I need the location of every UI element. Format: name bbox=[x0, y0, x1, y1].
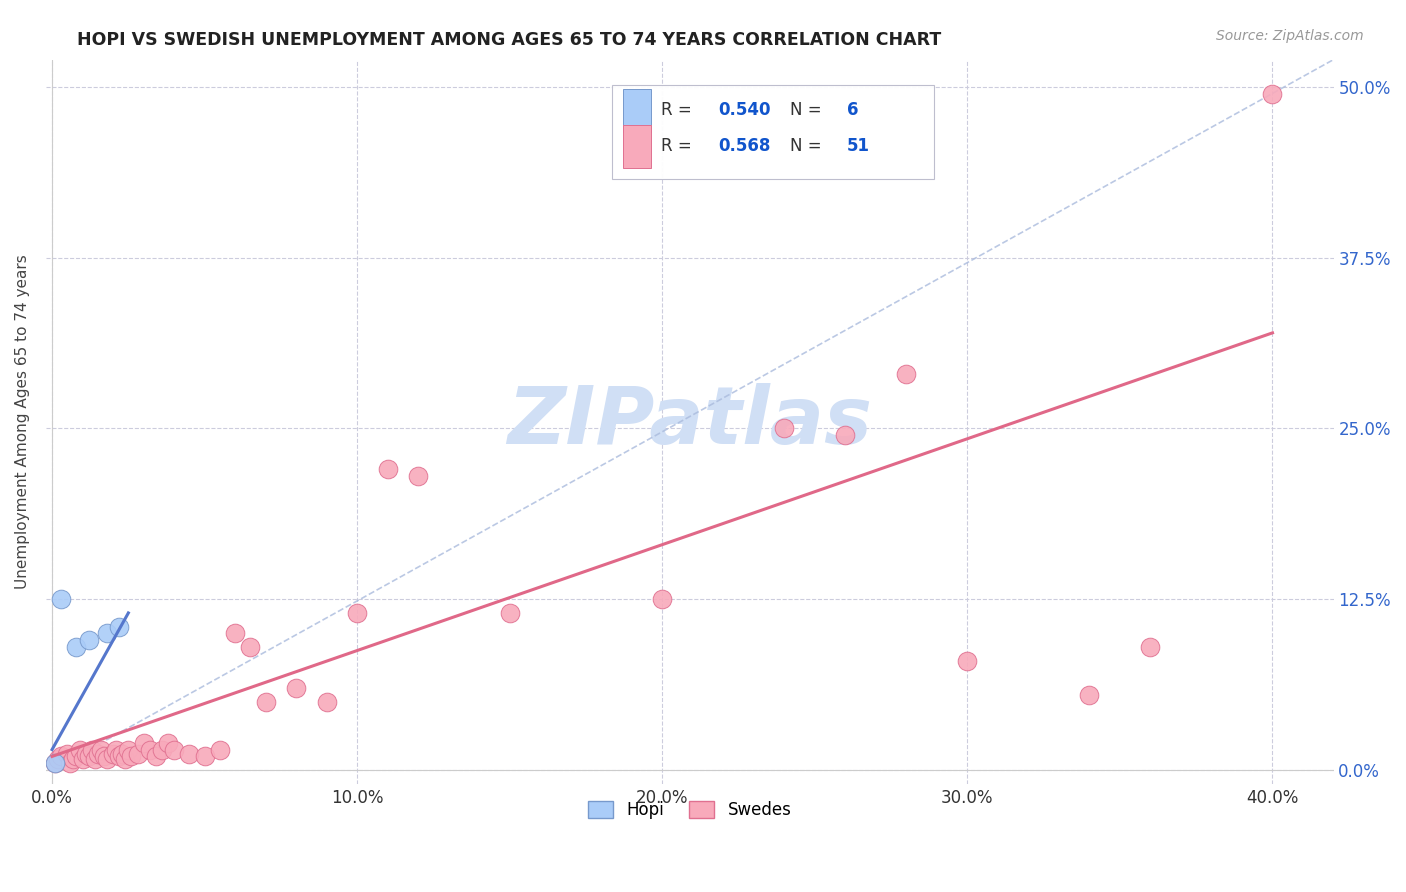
Point bbox=[114, 752, 136, 766]
Point bbox=[72, 752, 94, 766]
Point bbox=[406, 469, 429, 483]
Point bbox=[56, 747, 79, 761]
Point bbox=[194, 749, 217, 764]
Point bbox=[69, 742, 91, 756]
Point bbox=[75, 747, 97, 761]
Point bbox=[156, 736, 179, 750]
Point bbox=[208, 742, 231, 756]
Point bbox=[77, 749, 100, 764]
Point bbox=[44, 756, 66, 771]
Point bbox=[96, 626, 118, 640]
Point bbox=[51, 592, 73, 607]
Point bbox=[346, 606, 368, 620]
Point bbox=[163, 742, 186, 756]
Text: Source: ZipAtlas.com: Source: ZipAtlas.com bbox=[1216, 29, 1364, 43]
Point bbox=[65, 749, 87, 764]
Point bbox=[1139, 640, 1161, 654]
Point bbox=[651, 592, 673, 607]
FancyBboxPatch shape bbox=[613, 85, 935, 179]
Point bbox=[111, 747, 134, 761]
Bar bbox=[623, 88, 651, 132]
Text: 51: 51 bbox=[846, 137, 870, 155]
Legend: Hopi, Swedes: Hopi, Swedes bbox=[582, 795, 799, 826]
Point bbox=[108, 749, 131, 764]
Point bbox=[90, 742, 112, 756]
Point bbox=[127, 747, 149, 761]
Point bbox=[239, 640, 262, 654]
Point bbox=[1261, 87, 1284, 101]
Point bbox=[956, 654, 979, 668]
Text: N =: N = bbox=[790, 137, 827, 155]
Point bbox=[138, 742, 160, 756]
Text: HOPI VS SWEDISH UNEMPLOYMENT AMONG AGES 65 TO 74 YEARS CORRELATION CHART: HOPI VS SWEDISH UNEMPLOYMENT AMONG AGES … bbox=[77, 31, 942, 49]
Text: 0.540: 0.540 bbox=[718, 102, 770, 120]
Point bbox=[59, 756, 82, 771]
Point bbox=[83, 752, 105, 766]
Point bbox=[62, 752, 84, 766]
Text: ZIPatlas: ZIPatlas bbox=[508, 383, 872, 460]
Point bbox=[51, 749, 73, 764]
Text: 0.568: 0.568 bbox=[718, 137, 770, 155]
Point bbox=[145, 749, 167, 764]
Point bbox=[105, 742, 128, 756]
Point bbox=[96, 752, 118, 766]
Point bbox=[150, 742, 173, 756]
Point bbox=[80, 742, 103, 756]
Text: R =: R = bbox=[661, 102, 697, 120]
Text: N =: N = bbox=[790, 102, 827, 120]
Point bbox=[93, 749, 115, 764]
Point bbox=[896, 367, 918, 381]
Y-axis label: Unemployment Among Ages 65 to 74 years: Unemployment Among Ages 65 to 74 years bbox=[15, 254, 30, 589]
Point bbox=[117, 742, 139, 756]
Point bbox=[499, 606, 522, 620]
Point bbox=[132, 736, 155, 750]
Point bbox=[224, 626, 246, 640]
Point bbox=[65, 640, 87, 654]
Text: 6: 6 bbox=[846, 102, 858, 120]
Point bbox=[101, 747, 124, 761]
Text: R =: R = bbox=[661, 137, 697, 155]
Point bbox=[377, 462, 399, 476]
Point bbox=[44, 756, 66, 771]
Point bbox=[285, 681, 308, 695]
Point bbox=[179, 747, 201, 761]
Point bbox=[773, 421, 796, 435]
Point bbox=[834, 428, 856, 442]
Point bbox=[1078, 688, 1101, 702]
Point bbox=[108, 619, 131, 633]
Point bbox=[315, 695, 337, 709]
Point bbox=[87, 747, 110, 761]
Bar bbox=[623, 125, 651, 169]
Point bbox=[120, 749, 142, 764]
Point bbox=[77, 633, 100, 648]
Point bbox=[46, 752, 69, 766]
Point bbox=[254, 695, 277, 709]
